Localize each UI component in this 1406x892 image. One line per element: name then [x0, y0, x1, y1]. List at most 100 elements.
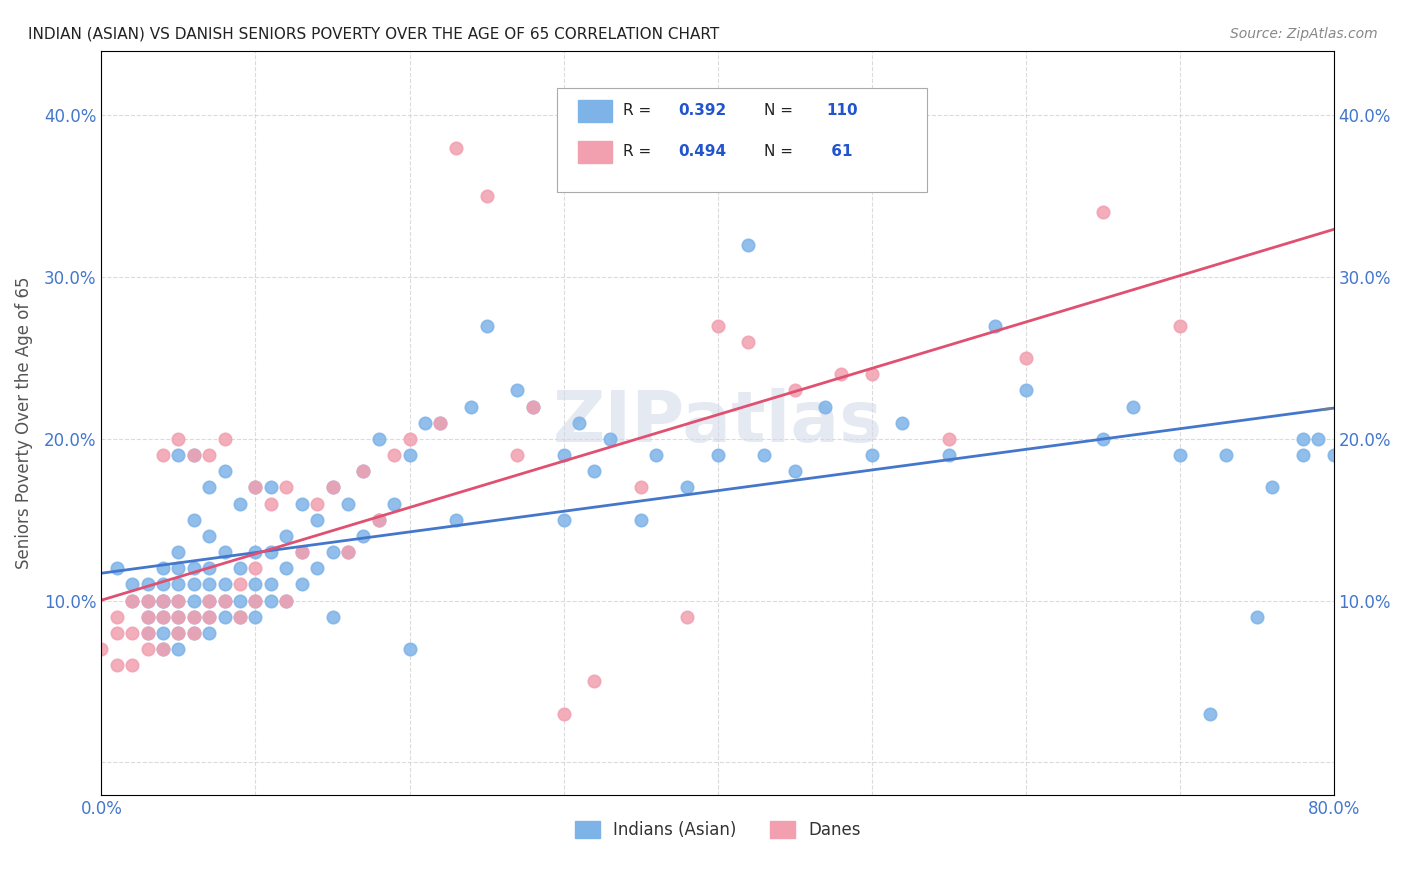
Point [321, 545, 343, 559]
Point [1261, 480, 1284, 494]
Point [367, 513, 389, 527]
Point [136, 642, 159, 657]
Point [121, 577, 143, 591]
Point [336, 545, 359, 559]
Point [1168, 448, 1191, 462]
Point [321, 480, 343, 494]
Point [183, 448, 205, 462]
Text: INDIAN (ASIAN) VS DANISH SENIORS POVERTY OVER THE AGE OF 65 CORRELATION CHART: INDIAN (ASIAN) VS DANISH SENIORS POVERTY… [28, 27, 720, 42]
Point [198, 626, 221, 640]
Point [260, 577, 283, 591]
Point [214, 593, 236, 607]
Point [783, 384, 806, 398]
Point [367, 432, 389, 446]
Point [645, 448, 668, 462]
Point [814, 400, 837, 414]
Point [167, 577, 190, 591]
Point [307, 513, 329, 527]
Point [152, 593, 174, 607]
Point [245, 577, 267, 591]
Point [229, 609, 252, 624]
Y-axis label: Seniors Poverty Over the Age of 65: Seniors Poverty Over the Age of 65 [15, 277, 32, 569]
Point [105, 609, 128, 624]
Point [783, 464, 806, 478]
Point [198, 609, 221, 624]
Point [583, 674, 606, 689]
Point [1246, 609, 1268, 624]
Point [245, 480, 267, 494]
Point [276, 593, 298, 607]
Point [167, 626, 190, 640]
Text: N =: N = [765, 103, 799, 119]
Point [245, 609, 267, 624]
Point [214, 609, 236, 624]
Point [183, 609, 205, 624]
Point [382, 497, 405, 511]
Point [136, 593, 159, 607]
Point [460, 400, 482, 414]
Point [891, 416, 914, 430]
Point [167, 432, 190, 446]
Point [630, 513, 652, 527]
Point [984, 318, 1007, 333]
Point [260, 497, 283, 511]
Point [167, 448, 190, 462]
Point [830, 367, 852, 381]
Point [706, 318, 728, 333]
Point [183, 561, 205, 575]
Point [167, 609, 190, 624]
Text: 110: 110 [825, 103, 858, 119]
Point [1091, 432, 1114, 446]
Point [229, 593, 252, 607]
Point [568, 416, 591, 430]
Point [1199, 706, 1222, 721]
Point [136, 593, 159, 607]
Text: R =: R = [623, 103, 655, 119]
Point [167, 561, 190, 575]
Point [413, 416, 436, 430]
Text: Source: ZipAtlas.com: Source: ZipAtlas.com [1230, 27, 1378, 41]
Point [475, 189, 498, 203]
Point [214, 545, 236, 559]
Point [198, 577, 221, 591]
Point [183, 626, 205, 640]
Text: N =: N = [765, 145, 799, 160]
Point [1014, 351, 1036, 365]
Point [152, 642, 174, 657]
Point [198, 561, 221, 575]
Point [291, 545, 314, 559]
Point [675, 609, 697, 624]
Point [121, 593, 143, 607]
Point [105, 561, 128, 575]
Point [398, 432, 420, 446]
Point [522, 400, 544, 414]
Point [105, 658, 128, 673]
Point [167, 593, 190, 607]
Point [444, 141, 467, 155]
Point [938, 432, 960, 446]
Point [214, 464, 236, 478]
Point [307, 561, 329, 575]
Point [229, 609, 252, 624]
Point [245, 561, 267, 575]
Point [183, 577, 205, 591]
Point [136, 609, 159, 624]
Point [229, 561, 252, 575]
Point [229, 497, 252, 511]
Point [214, 432, 236, 446]
Point [152, 609, 174, 624]
Point [398, 642, 420, 657]
Point [136, 626, 159, 640]
Point [152, 642, 174, 657]
Point [336, 497, 359, 511]
Point [630, 480, 652, 494]
Point [198, 593, 221, 607]
Point [167, 593, 190, 607]
Point [352, 464, 374, 478]
Point [352, 529, 374, 543]
Point [706, 448, 728, 462]
Point [152, 577, 174, 591]
Point [553, 448, 575, 462]
Point [214, 593, 236, 607]
Point [183, 626, 205, 640]
